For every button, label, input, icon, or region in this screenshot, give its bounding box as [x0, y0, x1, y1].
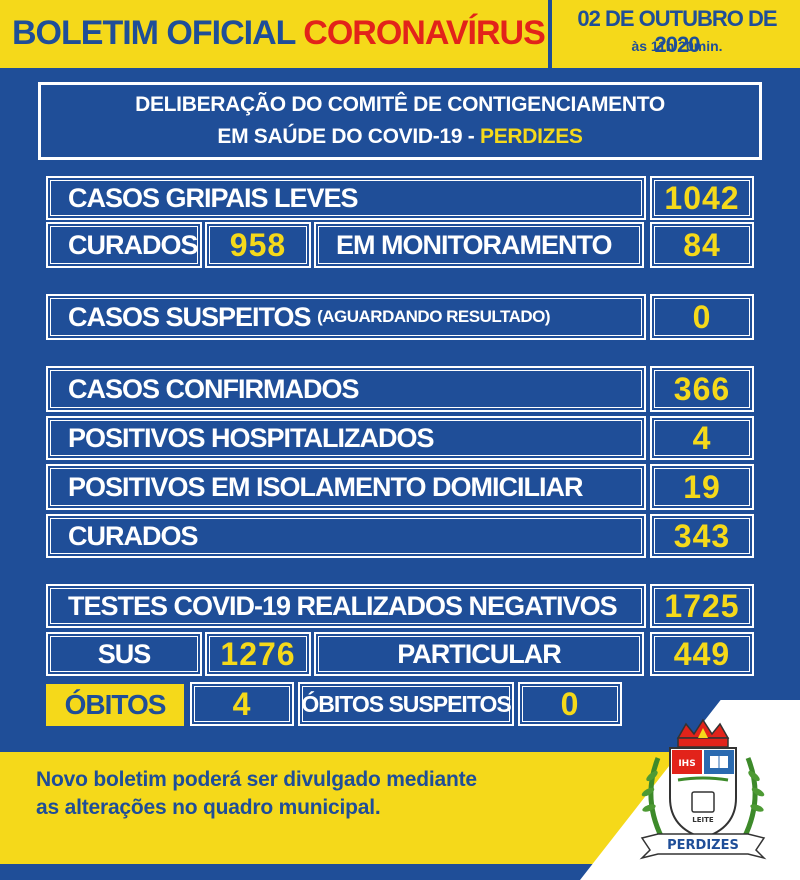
obitos-label: ÓBITOS — [46, 684, 184, 726]
curados-value: 958 — [205, 222, 311, 268]
title-main: BOLETIM OFICIAL — [12, 14, 295, 52]
curados2-value: 343 — [650, 514, 754, 558]
isolamento-label: POSITIVOS EM ISOLAMENTO DOMICILIAR — [46, 464, 646, 510]
suspeitos-value: 0 — [650, 294, 754, 340]
confirmados-value: 366 — [650, 366, 754, 412]
committee-line-2-prefix: EM SAÚDE DO COVID-19 - — [217, 125, 480, 148]
committee-line-1: DELIBERAÇÃO DO COMITÊ DE CONTIGENCIAMENT… — [41, 93, 759, 117]
footer-line-2: as alterações no quadro municipal. — [36, 796, 380, 820]
footer-line-1: Novo boletim poderá ser divulgado median… — [36, 768, 477, 792]
suspeitos-label: CASOS SUSPEITOS (AGUARDANDO RESULTADO) — [46, 294, 646, 340]
shield-left-text: IHS — [678, 759, 695, 769]
title-highlight: CORONAVÍRUS — [303, 14, 545, 52]
sus-label: SUS — [46, 632, 202, 676]
obitos-suspeitos-value: 0 — [518, 682, 622, 726]
suspeitos-note: (AGUARDANDO RESULTADO) — [317, 307, 550, 327]
particular-value: 449 — [650, 632, 754, 676]
city-name: PERDIZES — [480, 125, 583, 148]
monitoramento-value: 84 — [650, 222, 754, 268]
header-divider — [548, 0, 552, 68]
bulletin-title: BOLETIM OFICIAL CORONAVÍRUS — [12, 14, 545, 53]
testes-value: 1725 — [650, 584, 754, 628]
obitos-suspeitos-label: ÓBITOS SUSPEITOS — [298, 682, 514, 726]
committee-line-2: EM SAÚDE DO COVID-19 - PERDIZES — [41, 125, 759, 149]
casos-gripais-value: 1042 — [650, 176, 754, 220]
logo-banner-text: PERDIZES — [667, 838, 739, 853]
hospitalizados-label: POSITIVOS HOSPITALIZADOS — [46, 416, 646, 460]
casos-gripais-label: CASOS GRIPAIS LEVES — [46, 176, 646, 220]
particular-label: PARTICULAR — [314, 632, 644, 676]
curados-label: CURADOS — [46, 222, 202, 268]
municipal-coat-of-arms: IHS LEITE PERDIZES — [628, 718, 778, 864]
confirmados-label: CASOS CONFIRMADOS — [46, 366, 646, 412]
coat-of-arms-icon: IHS LEITE PERDIZES — [628, 718, 778, 864]
monitoramento-label: EM MONITORAMENTO — [314, 222, 644, 268]
header-bar: BOLETIM OFICIAL CORONAVÍRUS 02 DE OUTUBR… — [0, 0, 800, 68]
sus-value: 1276 — [205, 632, 311, 676]
obitos-value: 4 — [190, 682, 294, 726]
suspeitos-label-text: CASOS SUSPEITOS — [68, 302, 311, 333]
hospitalizados-value: 4 — [650, 416, 754, 460]
shield-bottom-text: LEITE — [692, 816, 714, 824]
isolamento-value: 19 — [650, 464, 754, 510]
curados2-label: CURADOS — [46, 514, 646, 558]
testes-label: TESTES COVID-19 REALIZADOS NEGATIVOS — [46, 584, 646, 628]
bulletin-time: às 11h 20min. — [558, 38, 796, 54]
committee-panel: DELIBERAÇÃO DO COMITÊ DE CONTIGENCIAMENT… — [38, 82, 762, 160]
